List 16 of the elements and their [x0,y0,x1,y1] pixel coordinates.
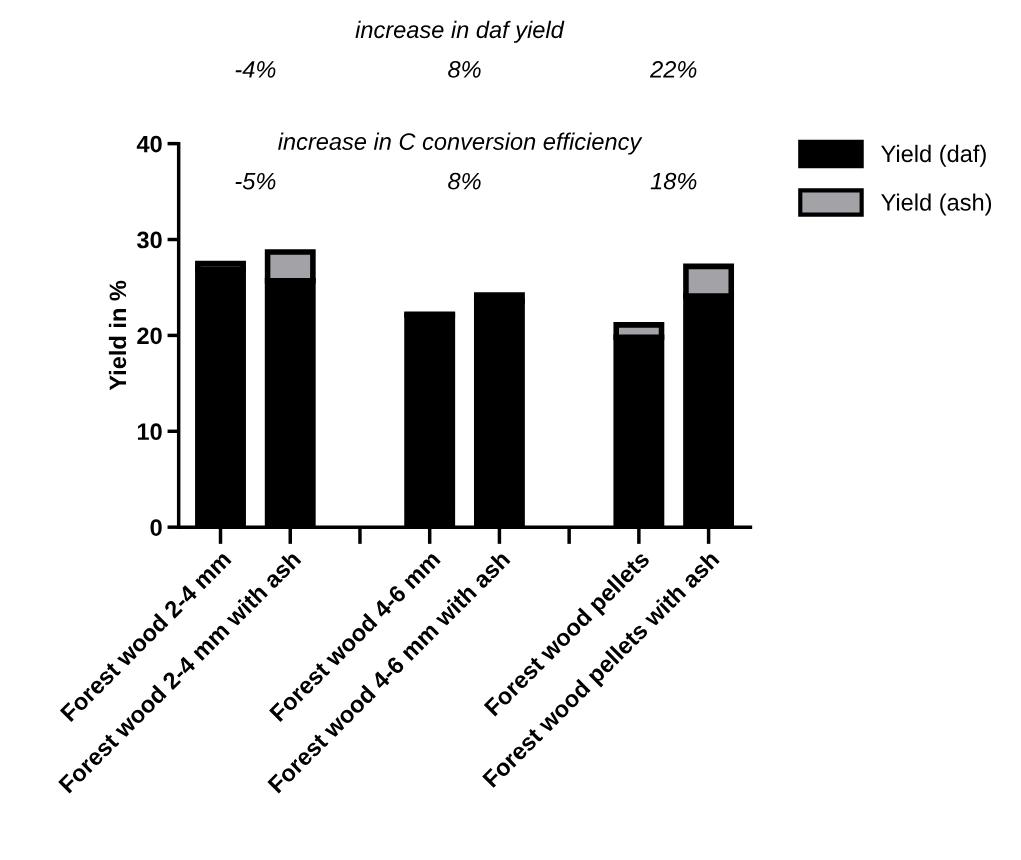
y-tick-label: 10 [137,423,162,441]
y-tick-label: 20 [137,327,162,345]
annotation: increase in C conversion efficiency [278,132,643,155]
annotation: -5% [235,172,276,190]
text: 22% [649,61,697,78]
y-axis-title: Yield in % [108,280,127,391]
y-tick-label: 0 [150,519,162,536]
text: 8% [448,61,481,78]
legend-label: Yield (daf) [881,144,986,167]
y-tick-label: 30 [136,231,162,249]
text: -4% [235,61,276,78]
text: increase in daf yield [355,20,565,43]
legend-label: Yield (ash) [881,193,992,216]
y-tick-label: 40 [136,135,162,153]
annotation: 8% [448,172,481,190]
annotation: 18% [650,172,697,190]
